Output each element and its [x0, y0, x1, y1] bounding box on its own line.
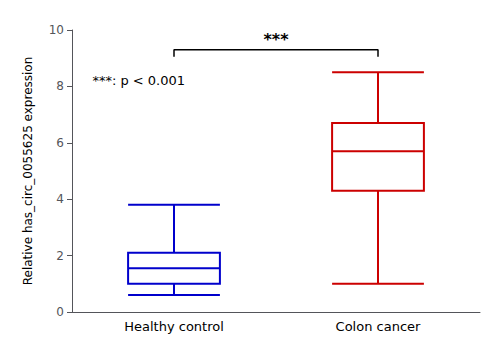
svg-text:***: ***: [263, 30, 289, 49]
svg-text:8: 8: [56, 79, 64, 93]
svg-text:10: 10: [49, 23, 64, 37]
svg-text:Relative has_circ_0055625 expr: Relative has_circ_0055625 expression: [21, 57, 35, 286]
svg-text:Healthy control: Healthy control: [124, 319, 224, 334]
svg-text:Colon cancer: Colon cancer: [336, 319, 421, 334]
svg-text:***: p < 0.001: ***: p < 0.001: [92, 73, 185, 88]
svg-text:4: 4: [56, 192, 64, 206]
svg-text:2: 2: [56, 249, 64, 263]
svg-text:0: 0: [56, 305, 64, 319]
svg-text:6: 6: [56, 136, 64, 150]
